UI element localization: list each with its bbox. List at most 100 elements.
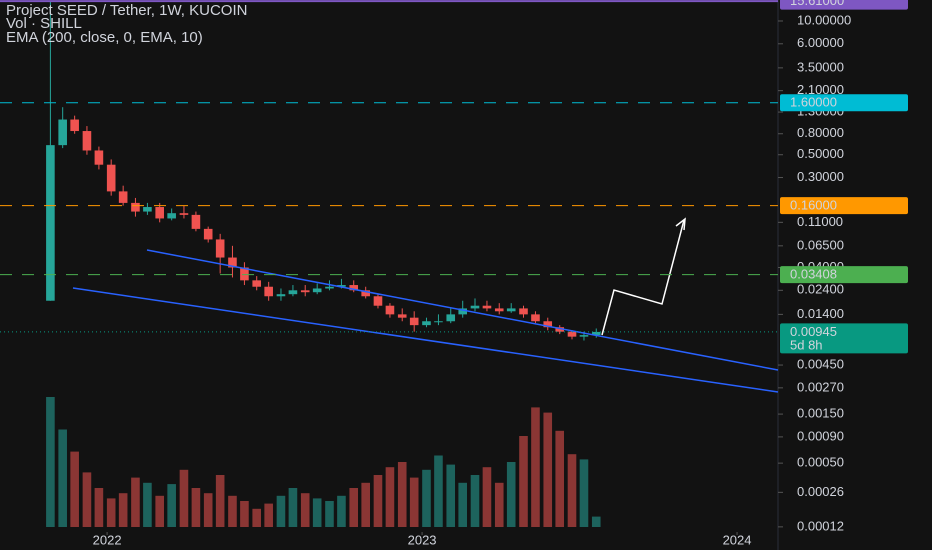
candle-body xyxy=(434,321,443,323)
candle-body xyxy=(422,321,431,326)
volume-bar xyxy=(579,459,589,527)
y-tick-label: 0.00150 xyxy=(797,406,844,421)
volume-bar xyxy=(252,508,262,527)
arrow-head xyxy=(675,217,686,231)
y-tick-label: 0.00050 xyxy=(797,455,844,470)
volume-bar xyxy=(228,495,237,527)
volume-bar xyxy=(58,429,67,527)
candle-body xyxy=(543,321,553,328)
volume-bar xyxy=(143,482,152,527)
candle-body xyxy=(264,286,273,297)
volume-label: Vol · SHILL xyxy=(6,15,82,32)
candle-body xyxy=(506,308,516,312)
volume-bar xyxy=(519,436,528,527)
candle-body xyxy=(397,314,407,318)
y-tick-label: 0.30000 xyxy=(797,169,844,184)
volume-bar xyxy=(446,464,456,527)
y-tick-label: 10.00000 xyxy=(797,12,851,27)
volume-bar xyxy=(70,451,79,527)
candle-body xyxy=(579,335,589,337)
volume-bar xyxy=(349,488,359,527)
volume-bar xyxy=(276,495,286,527)
trendline-upper xyxy=(146,249,779,371)
volume-bar xyxy=(94,488,104,527)
price-badge-label: 0.00945 xyxy=(790,324,837,339)
indicator-label: EMA (200, close, 0, EMA, 10) xyxy=(6,29,203,46)
candle-body xyxy=(46,145,55,301)
volume-bar xyxy=(203,493,213,527)
volume-bar xyxy=(506,462,516,527)
candle-body xyxy=(361,290,370,297)
volume-bar xyxy=(531,407,540,527)
candle-body xyxy=(458,308,468,315)
price-badge-label: 0.16000 xyxy=(790,198,837,213)
candle-body xyxy=(555,327,565,332)
price-badge xyxy=(780,0,908,10)
volume-bar xyxy=(458,482,468,527)
candle-body xyxy=(567,331,577,337)
volume-bar xyxy=(422,469,431,527)
plot xyxy=(46,1,601,527)
y-tick-label: 0.02400 xyxy=(797,282,844,297)
volume-bar xyxy=(155,495,164,527)
y-tick-label: 0.00090 xyxy=(797,428,844,443)
x-tick-label: 2024 xyxy=(723,532,752,547)
price-badge xyxy=(780,94,908,112)
candle-body xyxy=(337,285,346,287)
y-tick-label: 0.00012 xyxy=(797,518,844,533)
candle-body xyxy=(519,308,528,315)
chart-title: Project SEED / Tether, 1W, KUCOIN xyxy=(6,2,247,19)
volume-bar xyxy=(567,454,577,527)
y-tick-label: 0.50000 xyxy=(797,146,844,161)
volume-bar xyxy=(385,467,395,527)
candle-body xyxy=(191,214,201,229)
price-badge xyxy=(780,266,908,284)
candle-body xyxy=(70,119,79,132)
volume-bar xyxy=(118,493,128,527)
candle-body xyxy=(591,331,601,336)
volume-bar xyxy=(397,462,407,527)
candle-body xyxy=(131,202,140,212)
projection-arrow xyxy=(601,219,685,336)
volume-bar xyxy=(325,501,334,527)
volume-bar xyxy=(555,430,565,527)
volume-bar xyxy=(240,501,249,527)
volume-bar xyxy=(191,488,201,527)
candle-body xyxy=(118,191,128,203)
x-tick-label: 2022 xyxy=(93,532,122,547)
y-tick-label: 3.50000 xyxy=(797,59,844,74)
y-tick-label: 0.01400 xyxy=(797,306,844,321)
volume-bar xyxy=(106,498,116,527)
candle-body xyxy=(203,228,213,240)
candle-body xyxy=(143,207,152,212)
candle-body xyxy=(312,288,322,293)
volume-bar xyxy=(337,495,346,527)
volume-bar xyxy=(179,469,189,527)
volume-bar xyxy=(409,477,419,527)
price-badge xyxy=(780,323,908,354)
volume-bar xyxy=(312,498,322,527)
volume-bar xyxy=(361,482,370,527)
candle-body xyxy=(325,286,334,289)
candle-body xyxy=(215,239,225,258)
candle-body xyxy=(470,305,480,309)
candle-body xyxy=(349,285,359,291)
volume-bar xyxy=(434,455,443,527)
candle-body xyxy=(300,290,310,293)
y-tick-label: 6.00000 xyxy=(797,35,844,50)
candle-body xyxy=(106,164,116,192)
volume-bar xyxy=(543,412,553,527)
price-badge-label: 0.03408 xyxy=(790,267,837,282)
candle-body xyxy=(288,290,298,295)
candle-body xyxy=(94,150,104,165)
candle-body xyxy=(494,308,504,312)
candle-body xyxy=(167,213,176,219)
candle-body xyxy=(276,294,286,297)
volume-bar xyxy=(591,516,601,527)
price-badge-label: 15.61000 xyxy=(790,0,844,8)
candle-body xyxy=(446,314,456,322)
candle-body xyxy=(409,317,419,326)
y-tick-label: 0.80000 xyxy=(797,125,844,140)
volume-bar xyxy=(482,467,492,527)
candle-body xyxy=(385,305,395,315)
